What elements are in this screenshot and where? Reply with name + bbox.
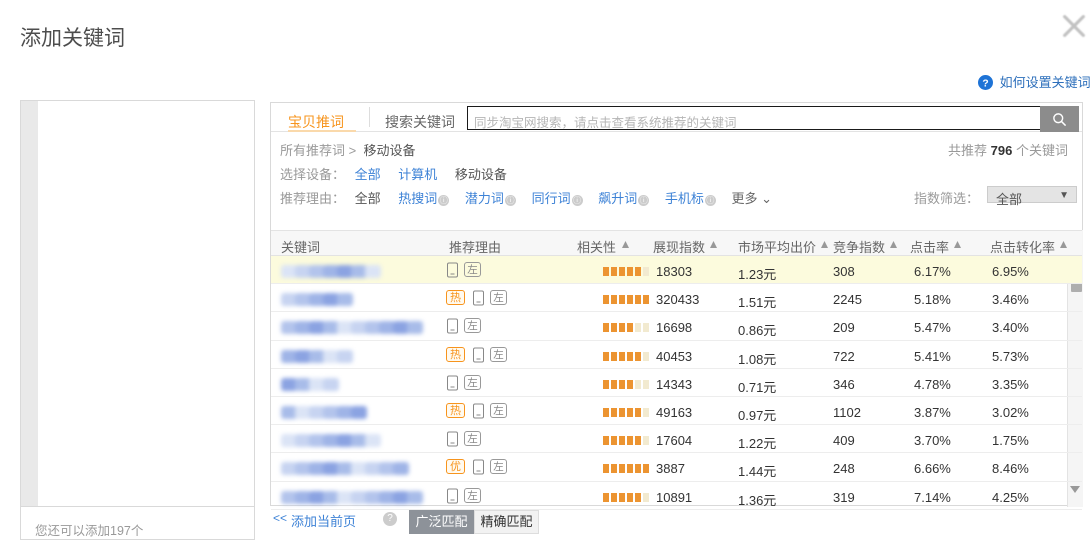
svg-text:?: ? (982, 78, 988, 89)
